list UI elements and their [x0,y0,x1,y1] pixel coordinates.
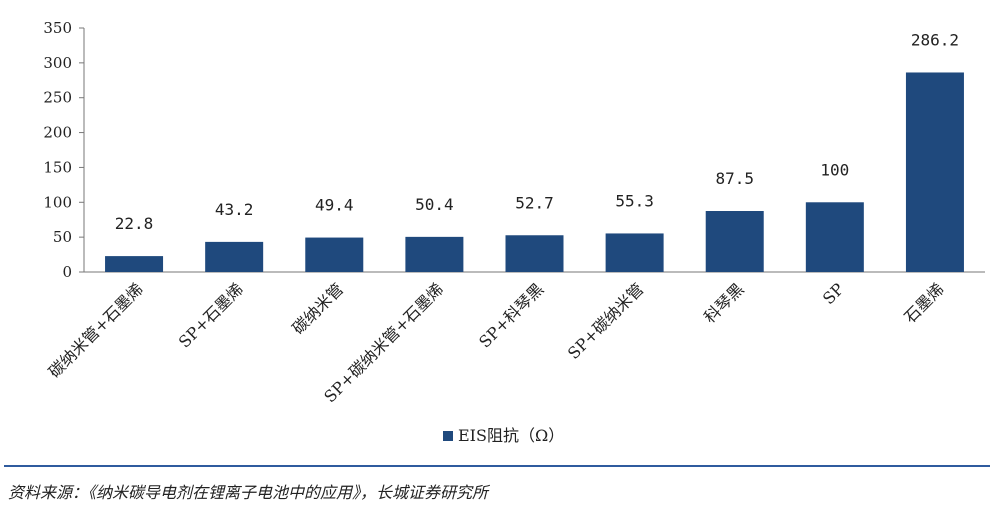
y-tick-label: 150 [43,158,72,176]
y-tick-label: 50 [53,228,72,246]
bar [805,202,864,272]
legend-swatch [443,431,453,441]
bar-value-label: 43.2 [215,200,254,219]
x-category-label: SP [819,279,848,308]
y-tick-label: 350 [43,19,72,37]
x-category-label: SP+科琴黑 [475,279,547,351]
bar-value-label: 50.4 [415,195,454,214]
y-tick-label: 250 [43,89,72,107]
bar [705,211,764,272]
bar-value-label: 52.7 [515,193,554,212]
x-category-label: SP+石墨烯 [175,279,247,351]
y-axis: 0 50 100 150 200 250 300 350 [43,19,85,281]
bar [105,256,164,272]
x-category-label: SP+碳纳米管 [564,279,648,363]
legend-label: EIS阻抗（Ω） [458,426,564,445]
bar-value-label: 286.2 [911,30,959,49]
x-category-label: 科琴黑 [700,279,747,326]
bars [105,72,964,272]
y-tick-label: 200 [43,124,72,142]
y-tick-label: 100 [43,193,72,211]
legend: EIS阻抗（Ω） [443,426,564,445]
eis-bar-chart: 0 50 100 150 200 250 300 350 22.8 43.2 49.4 50.4 52… [43,19,985,445]
bar-value-label: 22.8 [115,214,154,233]
bar [405,236,464,272]
bar [205,241,264,272]
bar [305,237,364,272]
bar [905,72,964,272]
bar [605,233,664,272]
footer-rule [4,465,990,467]
y-tick-label: 0 [62,263,72,281]
bar-value-label: 49.4 [315,196,354,215]
bar-value-label: 87.5 [715,169,754,188]
bar-value-label: 55.3 [615,191,654,210]
x-category-label: 碳纳米管+石墨烯 [45,279,147,381]
x-category-label: 石墨烯 [900,279,947,326]
value-labels: 22.8 43.2 49.4 50.4 52.7 55.3 87.5 100 286.2 [115,30,959,233]
source-note: 资料来源：《纳米碳导电剂在锂离子电池中的应用》，长城证券研究所 [8,483,489,502]
bar-value-label: 100 [820,160,849,179]
bar [505,235,564,272]
x-category-label: 碳纳米管 [288,279,347,338]
y-tick-label: 300 [43,54,72,72]
